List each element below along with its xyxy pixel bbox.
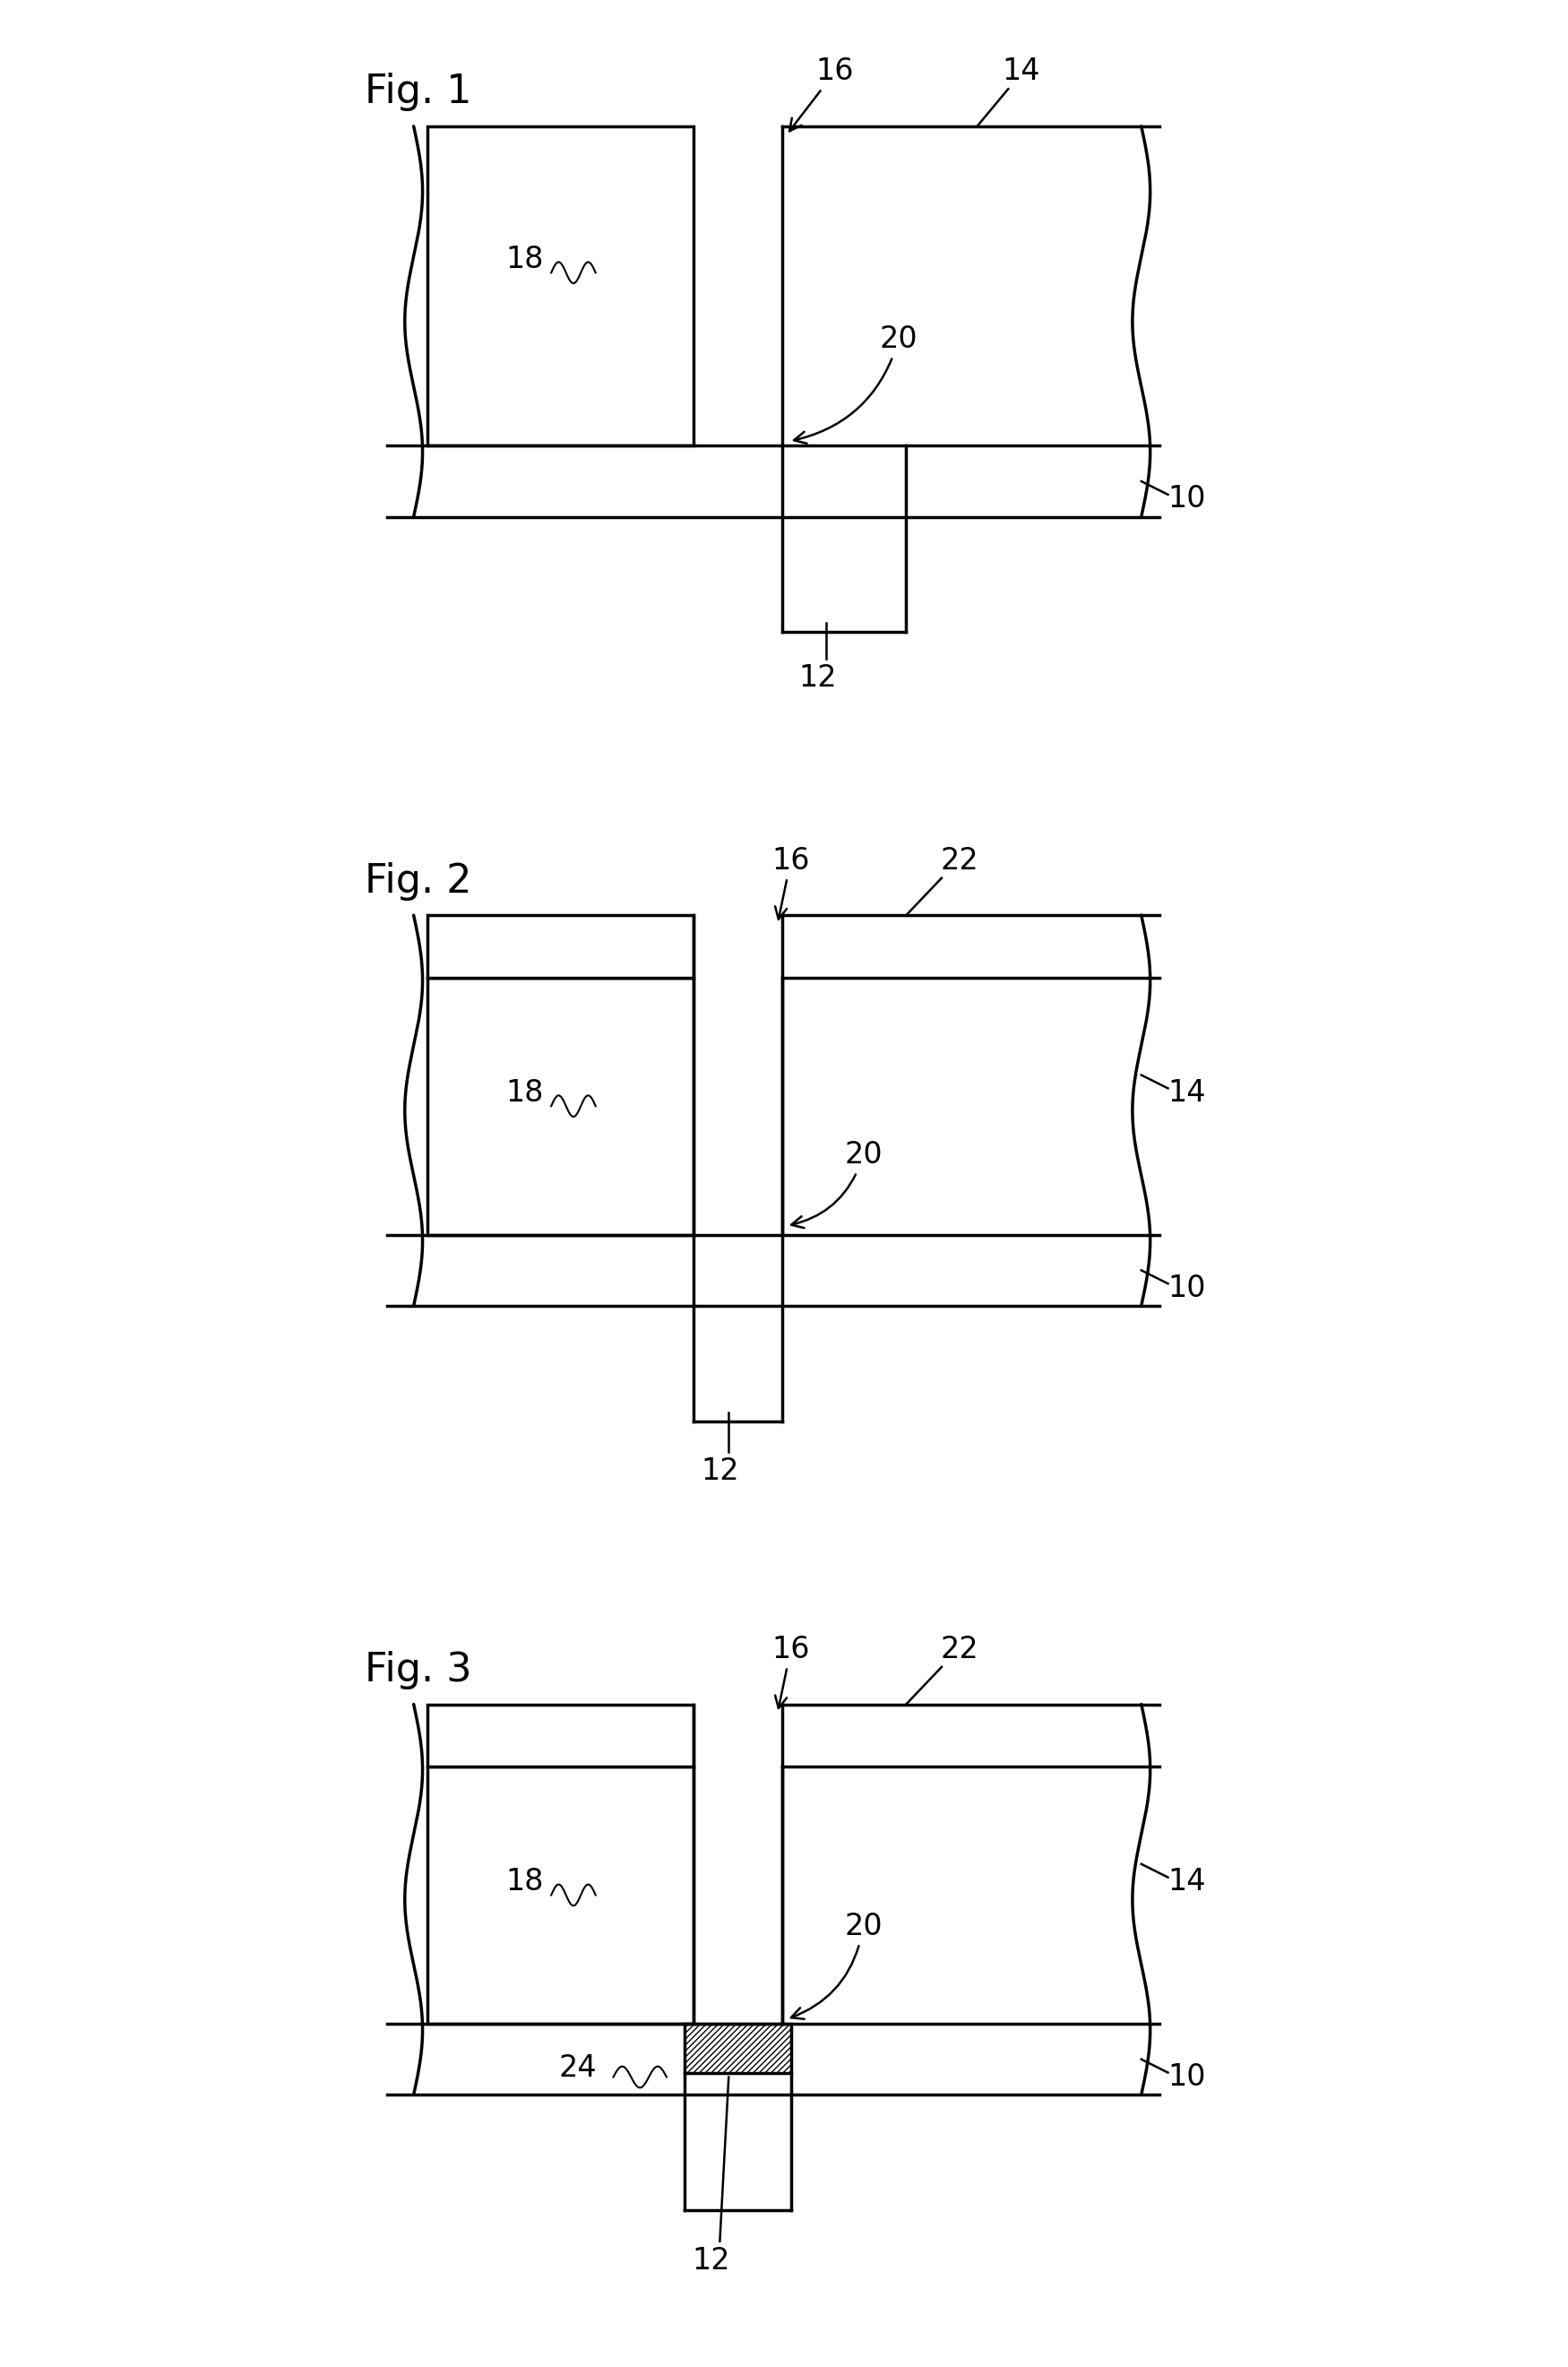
Text: 22: 22 — [941, 845, 978, 876]
Bar — [426, 125, 693, 445]
Text: 20: 20 — [793, 324, 917, 443]
Bar — [426, 1704, 693, 1766]
Text: 18: 18 — [505, 1077, 544, 1108]
Text: 20: 20 — [790, 1913, 883, 2019]
Text: 14: 14 — [1002, 57, 1041, 85]
Text: 16: 16 — [771, 1636, 809, 1709]
Bar — [684, 2024, 790, 2073]
Text: 10: 10 — [1168, 485, 1206, 514]
Text: 20: 20 — [792, 1141, 883, 1228]
Text: 12: 12 — [798, 663, 836, 694]
Text: Fig. 3: Fig. 3 — [365, 1652, 472, 1690]
Text: 22: 22 — [941, 1636, 978, 1664]
Text: 18: 18 — [505, 1868, 544, 1896]
Text: 16: 16 — [771, 845, 809, 918]
Bar — [426, 916, 693, 978]
Text: 12: 12 — [701, 1456, 739, 1486]
Text: 14: 14 — [1168, 1077, 1206, 1108]
Text: 16: 16 — [789, 57, 855, 130]
Bar — [426, 978, 693, 1236]
Text: 12: 12 — [691, 2246, 731, 2275]
Text: 10: 10 — [1168, 2062, 1206, 2092]
Text: 24: 24 — [558, 2055, 597, 2083]
Text: Fig. 2: Fig. 2 — [365, 862, 472, 899]
Text: Fig. 1: Fig. 1 — [365, 73, 472, 111]
Text: 14: 14 — [1168, 1868, 1206, 1896]
Text: 18: 18 — [505, 244, 544, 275]
Text: 10: 10 — [1168, 1273, 1206, 1302]
Bar — [426, 1766, 693, 2024]
